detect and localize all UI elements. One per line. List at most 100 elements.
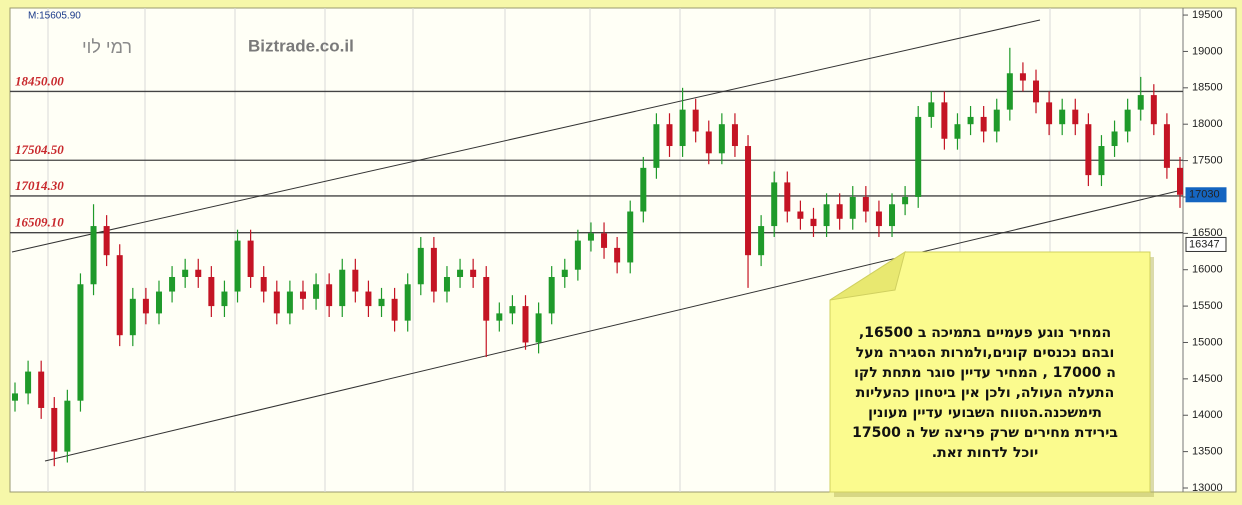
candle-body (666, 124, 673, 147)
candle-body (797, 211, 804, 219)
candle-body (234, 240, 241, 292)
candle-body (64, 400, 71, 452)
candle-body (391, 298, 398, 321)
candle-body (561, 269, 568, 277)
note-line: המחיר נוגע פעמיים בתמיכה ב 16500, (859, 325, 1111, 341)
y-tick-label: 13000 (1192, 482, 1223, 494)
candle-body (430, 247, 437, 292)
candle-body (129, 298, 136, 336)
candle-body (954, 124, 961, 139)
candle-body (1098, 146, 1105, 176)
candle-body (417, 247, 424, 285)
candle-body (784, 182, 791, 212)
candle-body (1150, 95, 1157, 125)
level-label: 18450.00 (15, 73, 64, 88)
candle-body (103, 226, 110, 256)
candle-body (25, 371, 32, 394)
candle-body (365, 291, 372, 307)
candle-body (313, 284, 320, 299)
y-tick-label: 15000 (1192, 336, 1223, 348)
candle-body (771, 182, 778, 227)
candle-body (875, 211, 882, 227)
candle-body (496, 313, 503, 321)
candles (12, 47, 1183, 467)
candle-body (902, 196, 909, 205)
candle-body (273, 291, 280, 314)
candle-body (862, 196, 869, 212)
candle-body (915, 116, 922, 197)
candle-body (928, 102, 935, 117)
level-label: 17504.50 (15, 142, 64, 157)
candle-body (653, 124, 660, 168)
candle-body (1177, 167, 1183, 195)
candle-body (1163, 124, 1170, 168)
candle-body (182, 269, 189, 277)
level-label: 17014.30 (15, 178, 64, 193)
y-tick-label: 13500 (1192, 446, 1223, 458)
price-tag (1185, 236, 1227, 252)
candle-body (77, 284, 84, 401)
note-line: תימשכנה.הטווח השבועי עדיין מעונין (868, 405, 1102, 421)
y-tick-label: 17500 (1192, 154, 1223, 166)
candle-body (745, 146, 752, 256)
candle-body (601, 233, 608, 248)
watermark-site: Biztrade.co.il (248, 36, 354, 55)
candle-body (260, 276, 267, 292)
candle-body (574, 240, 581, 270)
candle-body (483, 276, 490, 321)
candle-body (339, 269, 346, 307)
y-tick-label: 18500 (1192, 82, 1223, 94)
candle-body (810, 218, 817, 227)
candle-body (1059, 109, 1066, 125)
y-tick-label: 16000 (1192, 264, 1223, 276)
candle-body (614, 247, 621, 263)
candle-body (836, 204, 843, 219)
note-line: בירידת מחירים שרק פריצה של ה 17500 (852, 425, 1118, 441)
candle-body (299, 291, 306, 299)
candle-body (1137, 95, 1144, 110)
candle-body (1006, 73, 1013, 110)
candle-body (535, 313, 542, 343)
candle-body (352, 269, 359, 292)
candle-body (195, 269, 202, 277)
candle-body (457, 269, 464, 277)
candle-body (679, 109, 686, 147)
y-tick-label: 14000 (1192, 409, 1223, 421)
candle-body (38, 371, 45, 408)
candle-body (718, 124, 725, 154)
candle-body (823, 204, 830, 227)
candle-body (90, 226, 97, 285)
candle-body (522, 306, 529, 343)
y-tick-label: 16500 (1192, 227, 1223, 239)
candle-body (470, 269, 477, 277)
candle-body (548, 276, 555, 314)
candle-body (705, 131, 712, 154)
candle-body (378, 298, 385, 307)
candle-body (1033, 80, 1040, 103)
lower-trendline (44, 189, 1183, 462)
candle-body (142, 298, 149, 314)
candle-body (1019, 73, 1026, 81)
candle-body (169, 276, 176, 292)
candle-body (208, 276, 215, 307)
y-tick-label: 14500 (1192, 373, 1223, 385)
y-tick-label: 19500 (1192, 9, 1223, 21)
candle-body (758, 226, 765, 256)
candle-body (967, 116, 974, 125)
candle-body (12, 393, 18, 401)
candle-body (326, 284, 333, 307)
note-line: ה 17000 , המחיר עדיין סוגר מתחת לקו (854, 365, 1116, 381)
note-line: ובהם נכנסים קונים,ולמרות הסגירה מעל (856, 345, 1115, 361)
candle-body (640, 167, 647, 212)
candle-body (889, 204, 896, 227)
candle-body (1111, 131, 1118, 147)
corner-label: M:15605.90 (28, 11, 81, 22)
candle-body (1085, 124, 1092, 176)
level-label: 16509.10 (15, 215, 64, 230)
candle-body (627, 211, 634, 263)
candle-body (443, 276, 450, 292)
levels: 18450.00 17504.50 17014.30 16509.10 (10, 73, 1183, 234)
candle-body (286, 291, 293, 314)
candle-body (1124, 109, 1131, 132)
upper-trendline (11, 19, 1041, 253)
